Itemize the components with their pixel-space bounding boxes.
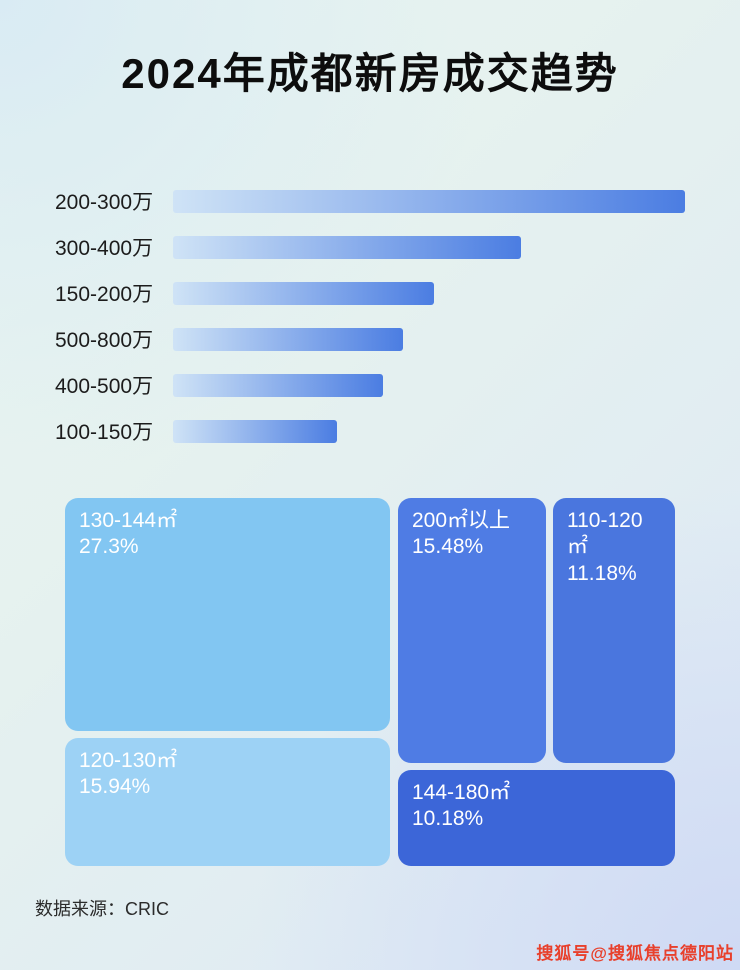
bar [173, 235, 522, 259]
tile-value: 10.18% [412, 807, 484, 831]
bar-track [173, 235, 685, 259]
treemap-tile: 120-130㎡ 15.94% [65, 738, 390, 866]
bar-row: 100-150万 [55, 408, 685, 454]
bar-row: 500-800万 [55, 316, 685, 362]
tile-label: 130-144㎡ [79, 509, 178, 532]
tile-value: 27.3% [79, 535, 139, 559]
bar [173, 327, 404, 351]
treemap-tile: 200㎡以上 15.48% [398, 498, 546, 763]
bar-track [173, 281, 685, 305]
bar-row: 150-200万 [55, 270, 685, 316]
bar-row: 300-400万 [55, 224, 685, 270]
bar-chart: 200-300万 300-400万 150-200万 500-800万 400-500万… [55, 178, 685, 454]
bar [173, 189, 685, 213]
treemap: 130-144㎡ 27.3% 120-130㎡ 15.94% 200㎡以上 15.48% 1… [65, 498, 675, 866]
bar [173, 281, 435, 305]
watermark: 搜狐号@搜狐焦点德阳站 [536, 944, 734, 963]
bar-category-label: 500-800万 [55, 329, 154, 352]
tile-value: 11.18% [567, 561, 637, 585]
tile-value: 15.48% [412, 535, 484, 559]
data-source-label: 数据来源：CRIC [35, 899, 169, 919]
tile-label: 110-120㎡ [567, 509, 643, 559]
bar-row: 200-300万 [55, 178, 685, 224]
tile-label: 144-180㎡ [412, 781, 511, 804]
bar-category-label: 150-200万 [55, 283, 154, 306]
bar [173, 373, 383, 397]
bar-track [173, 419, 685, 443]
bar-category-label: 300-400万 [55, 237, 154, 260]
bar-category-label: 200-300万 [55, 191, 154, 214]
treemap-tile: 130-144㎡ 27.3% [65, 498, 390, 731]
bar-track [173, 373, 685, 397]
bar-row: 400-500万 [55, 362, 685, 408]
tile-label: 200㎡以上 [412, 509, 511, 532]
tile-label: 120-130㎡ [79, 749, 178, 772]
treemap-tile: 110-120㎡ 11.18% [553, 498, 675, 763]
bar-track [173, 189, 685, 213]
bar-category-label: 400-500万 [55, 375, 154, 398]
bar [173, 419, 337, 443]
tile-value: 15.94% [79, 775, 151, 799]
bar-category-label: 100-150万 [55, 421, 154, 444]
page-title: 2024年成都新房成交趋势 [121, 50, 619, 97]
treemap-tile: 144-180㎡ 10.18% [398, 770, 675, 866]
bar-track [173, 327, 685, 351]
